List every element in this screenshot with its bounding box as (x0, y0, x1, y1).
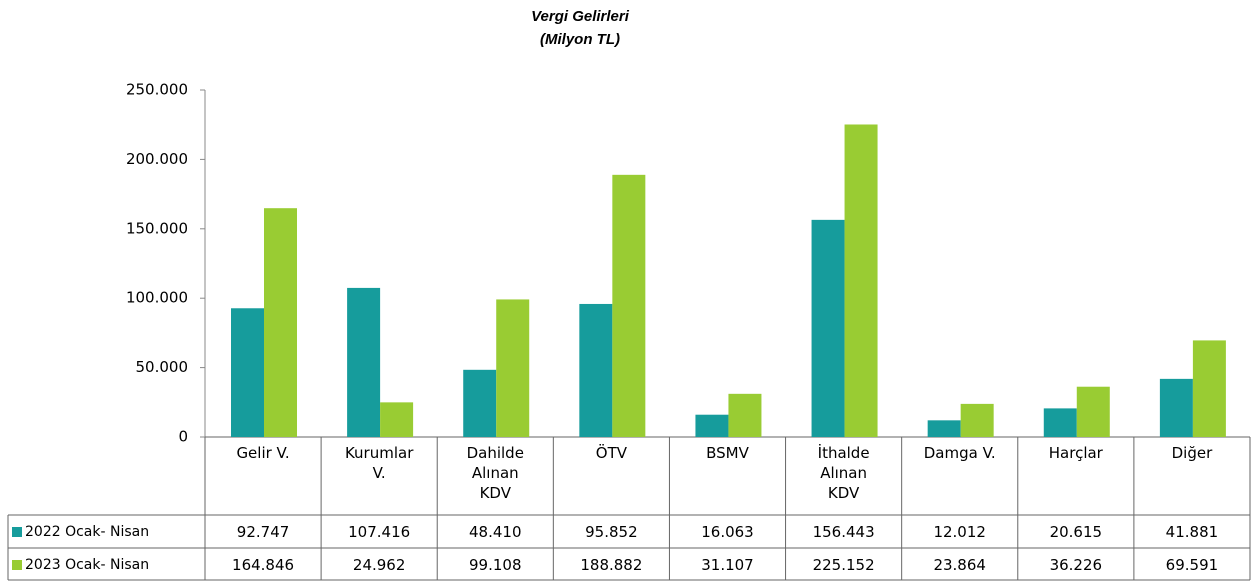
category-label: Kurumlar V. (344, 444, 414, 482)
value-label: 225.152 (812, 555, 875, 574)
bar (1159, 378, 1193, 437)
legend-entry: 2022 Ocak- Nisan (8, 515, 205, 548)
value-label: 48.410 (469, 522, 522, 541)
value-label: 16.063 (701, 522, 754, 541)
bar (579, 303, 613, 437)
legend-entry: 2023 Ocak- Nisan (8, 548, 205, 581)
bar (347, 287, 381, 437)
category-label: Harçlar (1048, 444, 1103, 462)
legend-label: 2022 Ocak- Nisan (25, 523, 150, 540)
chart-subtitle: (Milyon TL) (540, 31, 620, 48)
bar (1192, 340, 1226, 437)
bar (728, 393, 762, 437)
category-label: BSMV (706, 444, 749, 462)
value-label: 20.615 (1049, 522, 1103, 541)
value-label: 107.416 (348, 522, 411, 541)
bar (960, 403, 994, 437)
value-label: 31.107 (701, 555, 754, 574)
bar (1076, 386, 1110, 437)
value-label: 36.226 (1049, 555, 1103, 574)
bar (264, 208, 297, 437)
value-label: 69.591 (1165, 555, 1219, 574)
y-tick-label: 200.000 (126, 150, 188, 168)
bar (927, 420, 961, 437)
value-label: 92.747 (236, 522, 290, 541)
legend-swatch (12, 526, 22, 537)
bar (463, 369, 497, 437)
bar (811, 219, 845, 437)
category-label: Gelir V. (236, 444, 290, 462)
y-tick-label: 50.000 (136, 358, 189, 376)
bar (612, 174, 646, 437)
bar (844, 124, 878, 438)
chart-title: Vergi Gelirleri (531, 8, 630, 25)
bar (695, 414, 729, 437)
y-tick-label: 250.000 (126, 81, 188, 99)
value-label: 188.882 (580, 555, 643, 574)
bar (496, 299, 530, 437)
y-tick-label: 0 (178, 428, 188, 446)
value-label: 95.852 (585, 522, 638, 541)
category-label: Diğer (1171, 444, 1213, 462)
category-label: Dahilde Alınan KDV (466, 444, 524, 502)
y-tick-label: 100.000 (126, 289, 188, 307)
value-label: 99.108 (469, 555, 522, 574)
bar (1043, 408, 1077, 437)
legend-label: 2023 Ocak- Nisan (25, 556, 150, 573)
bar (231, 308, 264, 437)
value-label: 164.846 (232, 555, 295, 574)
category-label: ÖTV (595, 444, 627, 462)
value-label: 23.864 (933, 555, 986, 574)
bar (380, 402, 414, 437)
y-tick-label: 150.000 (126, 219, 188, 237)
value-label: 156.443 (812, 522, 875, 541)
value-label: 41.881 (1165, 522, 1219, 541)
category-label: Damga V. (923, 444, 996, 462)
value-label: 12.012 (933, 522, 986, 541)
value-label: 24.962 (352, 555, 406, 574)
category-label: İthalde Alınan KDV (817, 444, 870, 502)
legend-swatch (12, 559, 22, 570)
